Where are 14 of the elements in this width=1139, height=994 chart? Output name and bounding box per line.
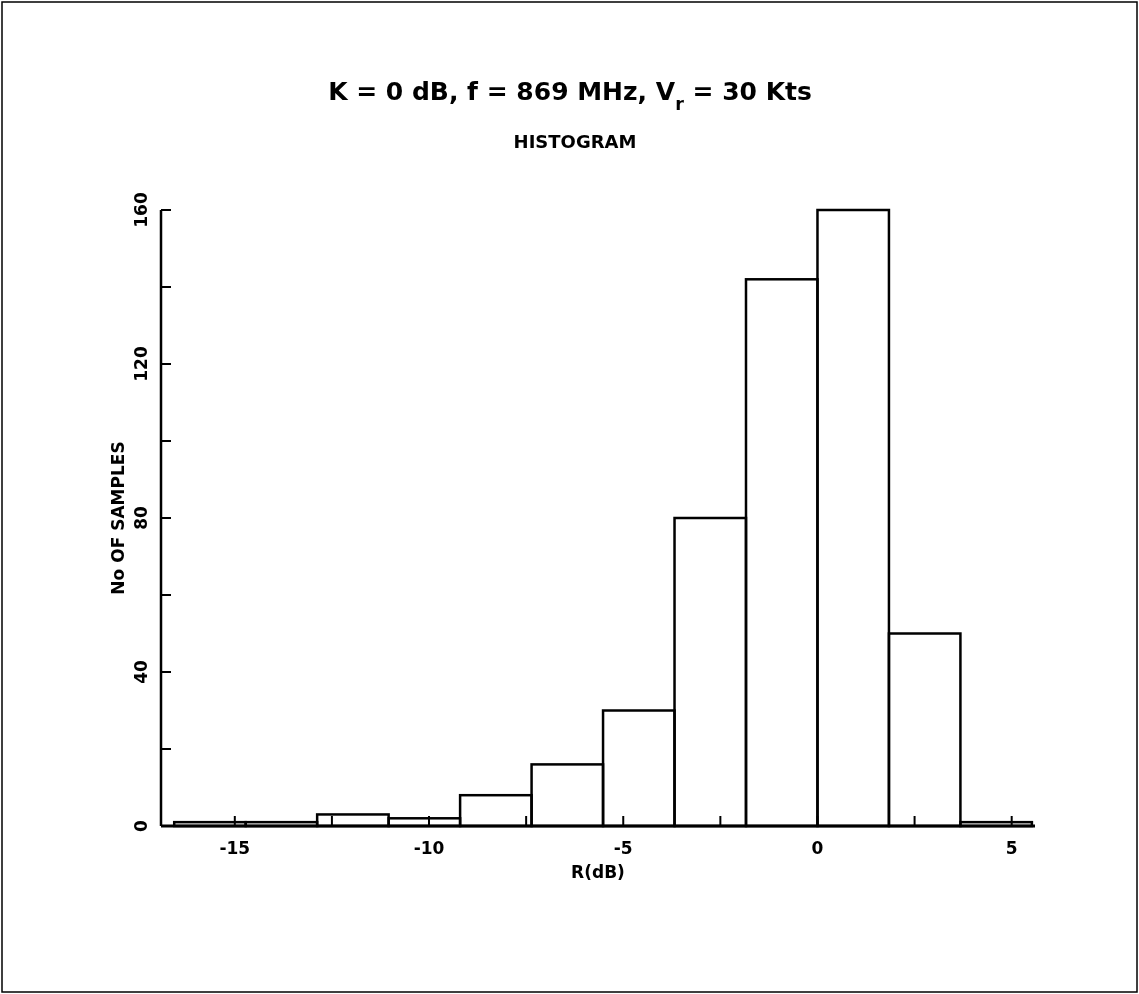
x-tick-label: 0 bbox=[811, 838, 824, 858]
x-tick-label: -15 bbox=[219, 838, 251, 858]
y-tick-label: 0 bbox=[131, 819, 151, 832]
chart-title: K = 0 dB, f = 869 MHz, V$_{r}$ = 30 Kts bbox=[328, 77, 812, 114]
x-tick-label: -5 bbox=[613, 838, 633, 858]
x-tick-label: -10 bbox=[413, 838, 445, 858]
y-tick-label: 40 bbox=[131, 660, 151, 684]
y-axis-title: No OF SAMPLES bbox=[108, 441, 128, 595]
y-tick-label: 80 bbox=[131, 506, 151, 530]
x-axis-title: R(dB) bbox=[571, 862, 625, 882]
x-tick-label: 5 bbox=[1005, 838, 1018, 858]
y-tick-label: 160 bbox=[131, 192, 151, 228]
y-tick-label: 120 bbox=[131, 346, 151, 382]
chart-subtitle: HISTOGRAM bbox=[513, 131, 637, 152]
